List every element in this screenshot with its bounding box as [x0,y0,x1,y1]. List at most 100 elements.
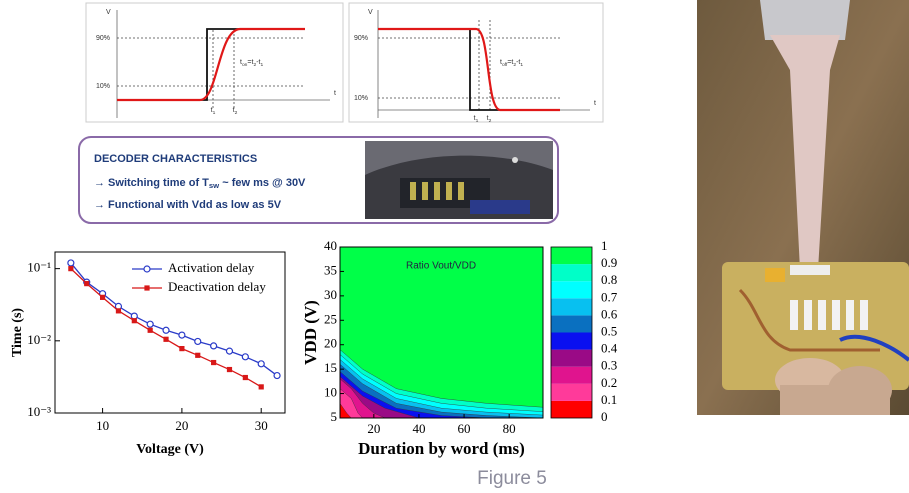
time-mark: t1 [211,107,216,116]
x-tick-label: 60 [458,421,471,436]
plot-frame [339,246,544,419]
x-tick-label: 80 [503,421,516,436]
text-part: t [211,107,213,114]
x-tick-label: 20 [175,418,188,433]
legend-marker [143,265,151,273]
marker [84,281,90,287]
decoder-line: → Switching time of Tsw ~ few ms @ 30V [94,177,306,190]
text-part: -t [516,59,520,66]
v-label: V [106,9,111,16]
colorbar-band [551,400,592,418]
legend-box [127,257,283,301]
subscript: 1 [260,62,263,68]
marker [257,360,265,368]
y-tick-label: 5 [331,409,338,424]
colorbar-band [551,332,592,350]
y-tick-label: 10 [324,385,337,400]
t-label: t [334,90,336,97]
colorbar-band [551,298,592,316]
subscript: 1 [213,110,216,116]
y-tick-label: 10⁻¹ [27,260,51,275]
marker [242,374,248,381]
decoder-heading: DECODER CHARACTERISTICS [94,153,257,165]
subscript: on [242,63,248,68]
marker [162,326,170,334]
board-photo [697,0,909,415]
marker [225,347,234,355]
colorbar-band [551,315,592,333]
marker [163,336,169,342]
y-tick-label: 15 [324,360,337,375]
contour-title: Ratio Vout/VDD [406,261,476,272]
colorbar-band [551,247,592,265]
text-part: → Functional with Vdd as low as 5V [94,199,282,211]
subscript: 2 [513,62,516,68]
colorbar-label: 0.7 [601,289,618,304]
y-axis-label: Time (s) [10,308,25,357]
formula: toff=t2-t1 [500,59,523,68]
marker [179,346,185,352]
marker [258,384,264,390]
colorbar-label: 0.1 [601,392,617,407]
level-label: 10% [354,95,368,102]
level-label: 90% [354,35,368,42]
colorbar-label: 1 [601,238,608,253]
legend-marker [144,285,150,291]
text-part: t [487,115,489,122]
x-axis-label: Duration by word (ms) [358,439,525,458]
x-tick-label: 10 [96,418,109,433]
colorbar-band [551,349,592,367]
legend-label: Activation delay [168,260,255,275]
output-rise [117,27,305,102]
y-tick-label: 10⁻² [27,332,51,347]
subscript: off [502,62,508,68]
colorbar-band [551,383,592,401]
x-axis-label: Voltage (V) [136,442,204,457]
decoder-lines: → Switching time of Tsw ~ few ms @ 30V→ … [94,177,306,211]
level-label: 10% [96,83,110,90]
colorbar-label: 0.5 [601,323,617,338]
waveform-panel [85,2,344,123]
text-part: t [240,59,242,66]
subscript: 1 [520,62,523,68]
colorbar-label: 0.6 [601,306,618,321]
y-axis-label: VDD (V) [301,300,320,365]
time-mark: t2 [487,115,492,124]
formula: ton=t2-t1 [240,59,263,68]
caption: Figure 5 [477,468,547,489]
marker [146,320,154,328]
y-tick-label: 40 [324,238,337,253]
decoder-line: → Functional with Vdd as low as 5V [94,199,282,211]
marker [178,331,186,339]
level-label: 90% [96,35,110,42]
plot-frame [54,251,286,414]
x-tick-label: 40 [412,421,425,436]
subscript: 2 [235,110,238,116]
text-part: =t [247,59,253,66]
text-part: t [233,107,235,114]
colorbar-band [551,281,592,299]
colorbar-frame [550,246,593,419]
y-tick-label: 20 [324,336,337,351]
y-tick-label: 25 [324,311,337,326]
output-fall [378,27,560,112]
text-part: t [500,59,502,66]
y-tick-label: 35 [324,262,337,277]
colorbar-label: 0 [601,409,608,424]
text-part: t [474,115,476,122]
marker [210,342,218,350]
time-mark: t1 [474,115,479,124]
marker [67,259,75,267]
subscript: 1 [476,118,479,124]
text-part: -t [256,59,260,66]
text-part: → Switching time of T [94,177,209,189]
marker [147,327,153,333]
marker [273,371,281,380]
subscript: 2 [253,62,256,68]
x-tick-label: 20 [367,421,380,436]
legend-label: Deactivation delay [168,279,266,294]
text-part: ~ few ms @ 30V [219,177,306,189]
y-tick-label: 10⁻³ [27,404,51,419]
